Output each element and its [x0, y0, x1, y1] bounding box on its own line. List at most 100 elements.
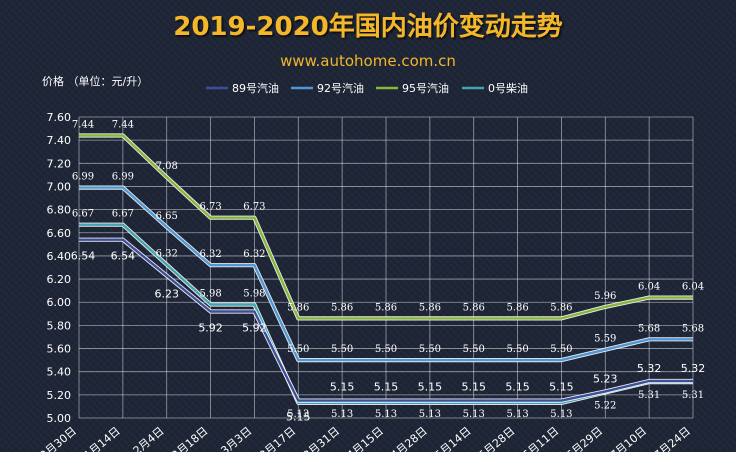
y-tick-label: 6.60: [47, 227, 72, 240]
y-axis-label: 价格 （单位：元/升）: [42, 74, 148, 88]
data-label: 6.32: [243, 249, 265, 260]
x-tick-label: 3月3日: [218, 424, 254, 452]
data-label: 5.50: [506, 344, 528, 355]
data-label: 5.32: [681, 362, 706, 375]
data-label: 5.23: [593, 372, 618, 385]
data-label: 5.15: [505, 381, 530, 394]
x-tick-label: 7月10日: [608, 424, 649, 452]
y-tick-label: 5.60: [47, 343, 72, 356]
data-label: 5.98: [199, 289, 221, 300]
data-label: 6.54: [111, 250, 136, 263]
data-label: 5.13: [506, 409, 528, 420]
data-label: 6.23: [154, 288, 179, 301]
y-tick-label: 7.40: [47, 134, 72, 147]
x-axis-ticks: 12月30日 1月14日 2月4日 2月18日 3月3日 3月17日 3月31日 4月15日 4…: [32, 424, 693, 452]
data-label: 5.13: [463, 409, 485, 420]
data-label: 6.04: [682, 282, 704, 293]
x-tick-label: 6月29日: [564, 424, 605, 452]
data-label: 6.32: [156, 249, 178, 260]
data-label: 5.50: [287, 344, 309, 355]
series-line: [79, 186, 693, 362]
data-label: 5.13: [375, 409, 397, 420]
data-label: 5.50: [331, 344, 353, 355]
data-label: 5.96: [594, 291, 616, 302]
y-axis-ticks: 5.00 5.20 5.40 5.60 5.80 6.00 6.20 6.40 6.60 6.80…: [47, 111, 72, 425]
data-label: 5.86: [550, 302, 572, 313]
x-tick-label: 12月30日: [32, 424, 79, 452]
data-label: 5.92: [198, 321, 223, 334]
legend-label: 92号汽油: [317, 81, 364, 95]
y-tick-label: 5.40: [47, 366, 72, 379]
data-label: 5.32: [637, 362, 662, 375]
x-tick-label: 1月14日: [81, 424, 122, 452]
y-tick-label: 7.20: [47, 157, 72, 170]
data-label: 5.15: [286, 411, 311, 424]
y-tick-label: 5.20: [47, 389, 72, 402]
x-tick-label: 6月11日: [520, 424, 561, 452]
y-tick-label: 6.00: [47, 296, 72, 309]
chart-subtitle: www.autohome.com.cn: [280, 52, 456, 70]
data-label: 5.13: [550, 409, 572, 420]
data-label: 5.15: [549, 381, 574, 394]
data-label: 5.86: [331, 302, 353, 313]
y-tick-label: 6.20: [47, 273, 72, 286]
y-tick-label: 6.80: [47, 204, 72, 217]
y-tick-label: 7.60: [47, 111, 72, 124]
data-label: 6.65: [156, 211, 178, 222]
data-label: 5.86: [419, 302, 441, 313]
data-label: 5.15: [374, 381, 399, 394]
data-label: 5.22: [594, 401, 616, 412]
data-label: 5.50: [463, 344, 485, 355]
data-label: 5.31: [638, 390, 660, 401]
y-tick-label: 5.80: [47, 319, 72, 332]
data-label: 6.32: [199, 249, 221, 260]
series-line: [79, 238, 693, 402]
legend-label: 0号柴油: [488, 81, 528, 95]
data-label: 5.50: [375, 344, 397, 355]
x-tick-label: 4月15日: [345, 424, 386, 452]
data-label: 5.59: [594, 334, 616, 345]
x-tick-label: 5月14日: [432, 424, 473, 452]
series-lines: [79, 133, 693, 405]
legend-label: 95号汽油: [402, 81, 449, 95]
y-tick-label: 6.40: [47, 250, 72, 263]
data-label: 5.15: [330, 381, 355, 394]
data-label: 6.73: [243, 202, 265, 213]
data-labels: 6.54 6.54 6.23 5.92 5.92 5.15 5.15 5.15 5.15 5.15…: [71, 120, 706, 424]
data-label: 5.92: [242, 321, 267, 334]
x-tick-label: 4月28日: [388, 424, 429, 452]
data-label: 5.50: [550, 344, 572, 355]
chart-legend: 89号汽油 92号汽油 95号汽油 0号柴油: [206, 81, 528, 95]
data-label: 6.99: [72, 172, 94, 183]
data-label: 5.13: [287, 409, 309, 420]
data-label: 5.50: [419, 344, 441, 355]
data-label: 6.04: [638, 282, 660, 293]
data-label: 6.99: [112, 172, 134, 183]
x-tick-label: 2月18日: [169, 424, 210, 452]
data-label: 6.54: [71, 250, 96, 263]
y-tick-label: 7.00: [47, 180, 72, 193]
data-label: 5.86: [287, 302, 309, 313]
x-tick-label: 3月17日: [257, 424, 298, 452]
data-label: 5.86: [375, 302, 397, 313]
x-tick-label: 3月31日: [301, 424, 342, 452]
data-label: 7.08: [156, 161, 178, 172]
chart-title: 2019-2020年国内油价变动走势: [173, 11, 563, 42]
data-label: 6.67: [112, 209, 134, 220]
data-label: 5.13: [419, 409, 441, 420]
data-label: 5.86: [463, 302, 485, 313]
x-tick-label: 7月24日: [652, 424, 693, 452]
data-label: 5.98: [243, 289, 265, 300]
data-label: 6.73: [199, 202, 221, 213]
data-label: 6.67: [72, 209, 94, 220]
legend-label: 89号汽油: [232, 81, 279, 95]
data-label: 7.44: [72, 120, 94, 131]
x-tick-label: 5月28日: [476, 424, 517, 452]
data-label: 7.44: [112, 120, 134, 131]
series-line: [79, 134, 693, 320]
y-tick-label: 5.00: [47, 412, 72, 425]
data-label: 5.15: [461, 381, 486, 394]
data-label: 5.68: [682, 323, 704, 334]
data-label: 5.15: [418, 381, 443, 394]
